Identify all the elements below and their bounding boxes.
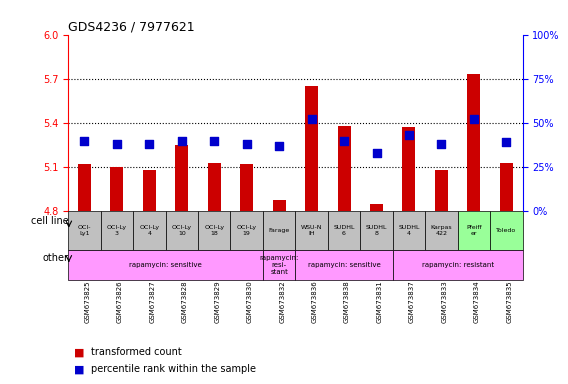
Text: GSM673836: GSM673836 [312,280,318,323]
Bar [467,74,481,211]
FancyBboxPatch shape [198,211,231,250]
Text: GSM673826: GSM673826 [117,280,123,323]
Point [404,132,414,138]
Text: Pfeiff
er: Pfeiff er [466,225,482,236]
Bar [305,86,318,211]
Text: Farage: Farage [269,228,290,233]
Text: Karpas
422: Karpas 422 [431,225,452,236]
Text: GSM673835: GSM673835 [506,280,512,323]
Text: OCI-Ly
18: OCI-Ly 18 [204,225,224,236]
Text: ■: ■ [74,347,84,357]
Point [112,141,122,147]
Bar [403,127,415,211]
Bar [370,204,383,211]
Text: SUDHL
8: SUDHL 8 [366,225,387,236]
FancyBboxPatch shape [165,211,198,250]
Bar [435,170,448,211]
Text: GSM673837: GSM673837 [409,280,415,323]
Text: ■: ■ [74,364,84,374]
Bar [143,170,156,211]
FancyBboxPatch shape [360,211,392,250]
Point [177,137,186,144]
Text: SUDHL
6: SUDHL 6 [333,225,355,236]
Point [469,116,478,122]
Bar [78,164,91,211]
Text: WSU-N
IH: WSU-N IH [301,225,322,236]
Text: other: other [43,253,69,263]
Text: GSM673828: GSM673828 [182,280,188,323]
Text: GSM673832: GSM673832 [279,280,285,323]
Text: GSM673830: GSM673830 [247,280,253,323]
Text: GSM673833: GSM673833 [441,280,448,323]
Text: OCI-Ly
19: OCI-Ly 19 [237,225,257,236]
Text: GSM673825: GSM673825 [85,280,90,323]
FancyBboxPatch shape [328,211,360,250]
FancyBboxPatch shape [133,211,165,250]
Text: rapamycin: sensitive: rapamycin: sensitive [308,262,381,268]
Bar [240,164,253,211]
FancyBboxPatch shape [392,211,425,250]
FancyBboxPatch shape [68,250,263,280]
Text: OCI-Ly
10: OCI-Ly 10 [172,225,192,236]
Text: GSM673838: GSM673838 [344,280,350,323]
Point [307,116,316,122]
Text: rapamycin:
resi-
stant: rapamycin: resi- stant [260,255,299,275]
Bar [110,167,123,211]
Point [274,143,283,149]
Point [242,141,251,147]
FancyBboxPatch shape [231,211,263,250]
Text: cell line: cell line [31,216,69,226]
Text: rapamycin: resistant: rapamycin: resistant [421,262,494,268]
Text: percentile rank within the sample: percentile rank within the sample [91,364,256,374]
FancyBboxPatch shape [101,211,133,250]
Point [502,139,511,146]
Text: OCI-
Ly1: OCI- Ly1 [78,225,91,236]
FancyBboxPatch shape [68,211,101,250]
Text: OCI-Ly
4: OCI-Ly 4 [139,225,160,236]
Point [210,137,219,144]
Point [340,137,349,144]
Bar [500,163,513,211]
Text: OCI-Ly
3: OCI-Ly 3 [107,225,127,236]
FancyBboxPatch shape [263,211,295,250]
FancyBboxPatch shape [490,211,523,250]
Point [437,141,446,147]
FancyBboxPatch shape [458,211,490,250]
FancyBboxPatch shape [295,211,328,250]
FancyBboxPatch shape [295,250,392,280]
Bar [273,200,286,211]
Text: GDS4236 / 7977621: GDS4236 / 7977621 [68,20,195,33]
Bar [176,145,188,211]
Text: Toledo: Toledo [496,228,516,233]
Text: GSM673827: GSM673827 [149,280,155,323]
FancyBboxPatch shape [425,211,458,250]
Text: transformed count: transformed count [91,347,182,357]
Text: GSM673831: GSM673831 [377,280,382,323]
FancyBboxPatch shape [263,250,295,280]
Bar [208,163,221,211]
FancyBboxPatch shape [392,250,523,280]
Point [80,137,89,144]
Point [145,141,154,147]
Bar [337,126,350,211]
Text: GSM673829: GSM673829 [214,280,220,323]
Text: rapamycin: sensitive: rapamycin: sensitive [129,262,202,268]
Text: SUDHL
4: SUDHL 4 [398,225,420,236]
Point [372,150,381,156]
Text: GSM673834: GSM673834 [474,280,480,323]
